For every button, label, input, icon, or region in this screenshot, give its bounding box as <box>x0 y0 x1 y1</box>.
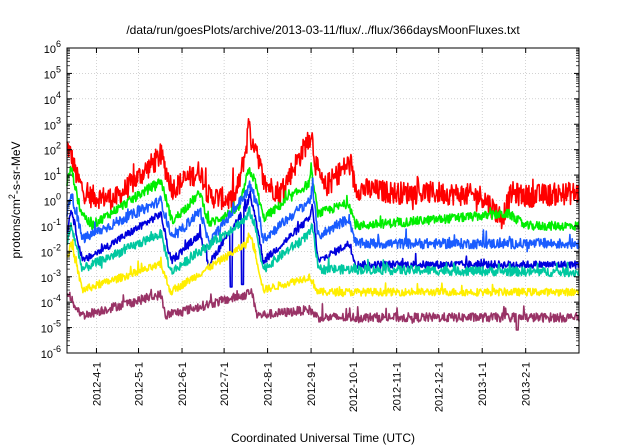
y-tick-label: 103 <box>44 115 61 132</box>
y-tick-exponent: 5 <box>56 64 61 74</box>
y-tick-base: 10 <box>44 95 56 107</box>
series-line <box>66 288 580 331</box>
x-tick-label: 2012-5-1 <box>134 362 146 406</box>
y-tick-base: 10 <box>44 44 56 56</box>
y-tick-label: 10-6 <box>41 344 61 361</box>
y-tick-exponent: -1 <box>53 217 61 227</box>
y-tick-label: 104 <box>44 90 61 107</box>
x-tick-label: 2012-11-1 <box>392 362 404 411</box>
y-tick-label: 10-2 <box>41 242 61 259</box>
y-tick-label: 10-4 <box>41 293 61 310</box>
y-tick-exponent: 0 <box>56 192 61 202</box>
x-axis-label: Coordinated Universal Time (UTC) <box>231 431 415 445</box>
y-tick-base: 10 <box>41 247 53 259</box>
y-tick-base: 10 <box>41 349 53 361</box>
series-layer <box>66 118 580 331</box>
series-line <box>66 232 580 298</box>
x-tick-label: 2012-4-1 <box>91 362 103 406</box>
y-tick-exponent: 6 <box>56 39 61 49</box>
y-tick-base: 10 <box>44 146 56 158</box>
y-tick-base: 10 <box>41 298 53 310</box>
y-tick-base: 10 <box>44 120 56 132</box>
series-line <box>66 118 580 230</box>
y-axis-label: protons/cm2-s-sr-MeV <box>7 141 23 258</box>
y-tick-exponent: 3 <box>56 115 61 125</box>
y-tick-exponent: 2 <box>56 141 61 151</box>
series-line <box>66 177 580 253</box>
x-tick-label: 2012-6-1 <box>177 362 189 406</box>
x-tick-label: 2012-8-1 <box>263 362 275 406</box>
y-tick-label: 106 <box>44 39 61 56</box>
y-tick-base: 10 <box>44 69 56 81</box>
x-tick-labels: 2012-4-1 2012-5-1 2012-6-1 2012-7-1 2012-8-1… <box>91 48 533 412</box>
y-axis-label-main: protons/cm <box>9 199 23 258</box>
x-tick-label: 2013-1-1 <box>477 362 489 406</box>
y-tick-exponent: -3 <box>53 268 61 278</box>
y-tick-exponent: -5 <box>53 319 61 329</box>
x-tick-label: 2012-12-1 <box>434 362 446 412</box>
y-tick-exponent: 1 <box>56 166 61 176</box>
series-line <box>66 190 580 288</box>
y-tick-exponent: -6 <box>53 344 61 354</box>
y-tick-exponent: -4 <box>53 293 61 303</box>
y-axis-label-rest: -s-sr-MeV <box>9 141 23 194</box>
y-tick-base: 10 <box>41 273 53 285</box>
y-tick-label: 102 <box>44 141 61 158</box>
series-line <box>66 206 580 278</box>
x-tick-label: 2013-2-1 <box>521 362 533 406</box>
y-tick-exponent: 4 <box>56 90 61 100</box>
grid <box>67 48 579 353</box>
y-axis-label-sup: 2 <box>7 194 17 199</box>
x-tick-label: 2012-10-1 <box>348 362 360 412</box>
y-tick-label: 101 <box>44 166 61 183</box>
series-line <box>66 162 580 231</box>
y-tick-label: 10-1 <box>41 217 61 234</box>
y-tick-base: 10 <box>41 222 53 234</box>
y-tick-label: 105 <box>44 64 61 81</box>
y-tick-base: 10 <box>44 171 56 183</box>
y-tick-label: 100 <box>44 192 61 209</box>
y-tick-label: 10-3 <box>41 268 61 285</box>
chart-title: /data/run/goesPlots/archive/2013-03-11/f… <box>126 23 520 37</box>
y-tick-base: 10 <box>44 197 56 209</box>
y-tick-labels: 10-610-510-410-310-210-11001011021031041… <box>41 39 579 361</box>
x-tick-label: 2012-9-1 <box>306 362 318 406</box>
y-tick-base: 10 <box>41 324 53 336</box>
x-tick-label: 2012-7-1 <box>219 362 231 406</box>
y-tick-label: 10-5 <box>41 319 61 336</box>
y-tick-exponent: -2 <box>53 242 61 252</box>
